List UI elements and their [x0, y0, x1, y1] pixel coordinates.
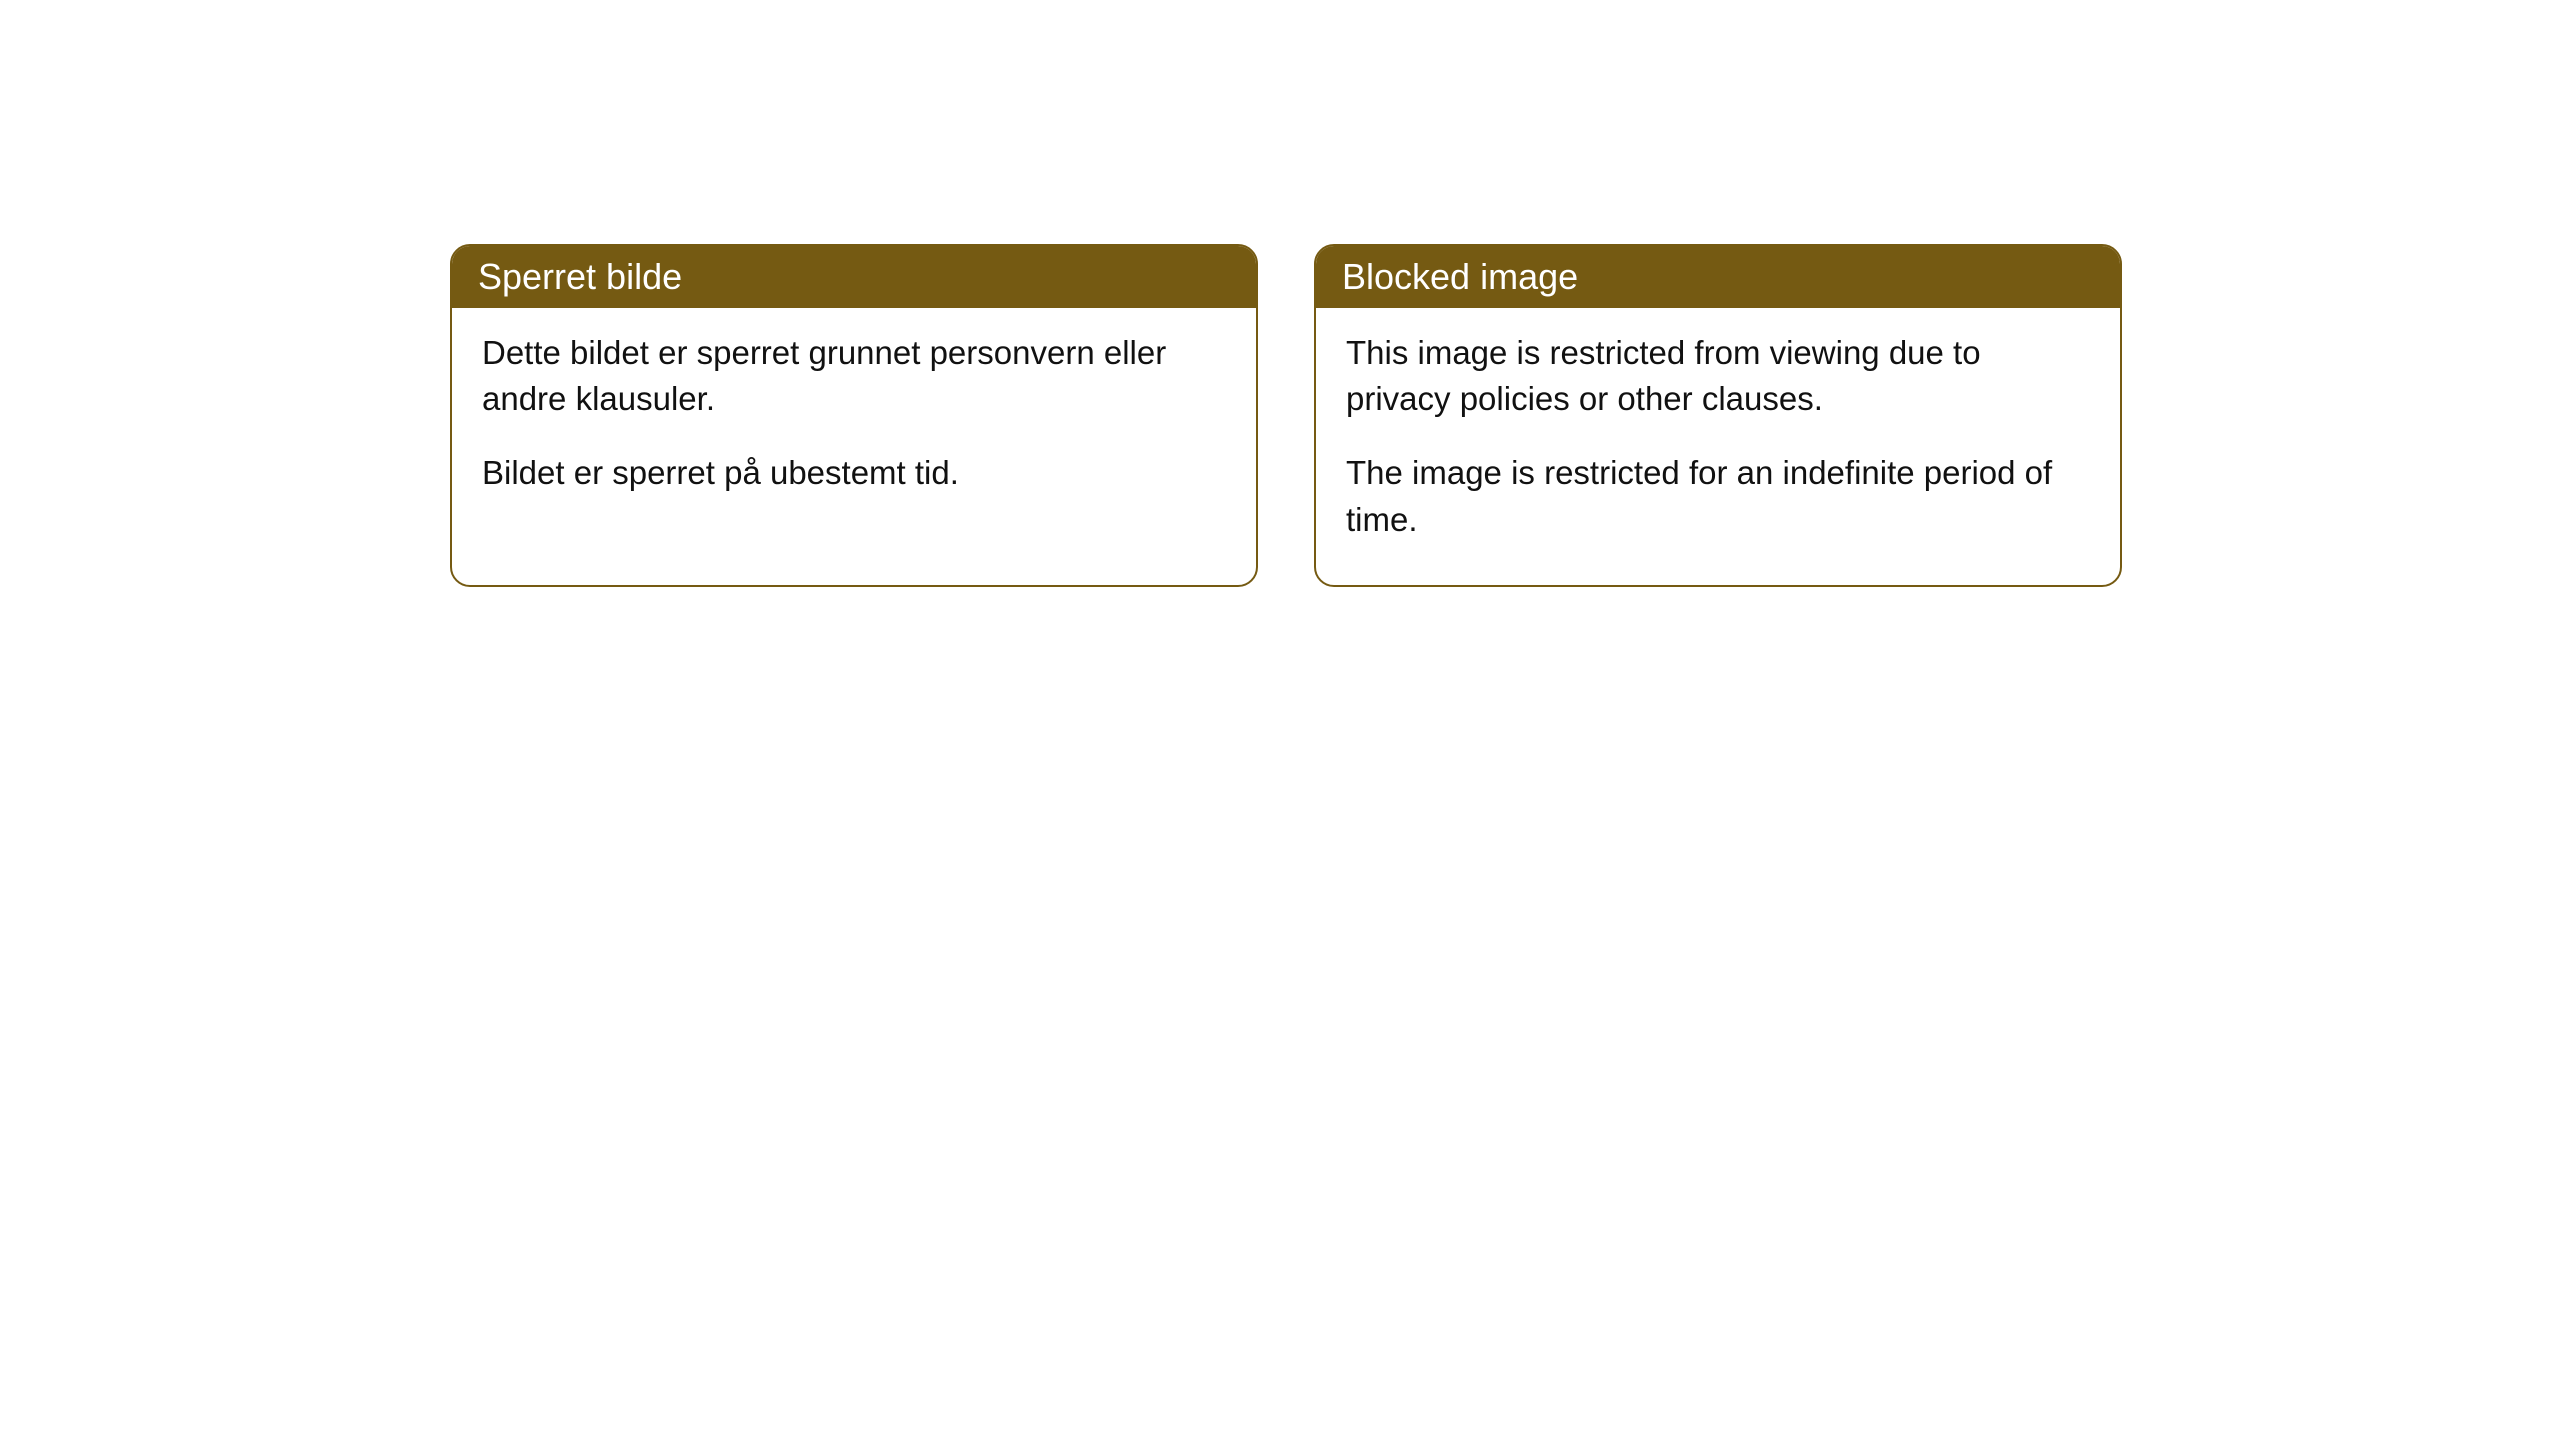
card-paragraph: Dette bildet er sperret grunnet personve… — [482, 330, 1226, 422]
card-body-english: This image is restricted from viewing du… — [1316, 308, 2120, 585]
blocked-image-card-english: Blocked image This image is restricted f… — [1314, 244, 2122, 587]
card-paragraph: This image is restricted from viewing du… — [1346, 330, 2090, 422]
card-title: Blocked image — [1342, 256, 1578, 297]
notice-cards-container: Sperret bilde Dette bildet er sperret gr… — [450, 244, 2122, 587]
card-paragraph: The image is restricted for an indefinit… — [1346, 450, 2090, 542]
card-body-norwegian: Dette bildet er sperret grunnet personve… — [452, 308, 1256, 539]
card-title: Sperret bilde — [478, 256, 682, 297]
card-header-english: Blocked image — [1316, 246, 2120, 308]
card-paragraph: Bildet er sperret på ubestemt tid. — [482, 450, 1226, 496]
card-header-norwegian: Sperret bilde — [452, 246, 1256, 308]
blocked-image-card-norwegian: Sperret bilde Dette bildet er sperret gr… — [450, 244, 1258, 587]
